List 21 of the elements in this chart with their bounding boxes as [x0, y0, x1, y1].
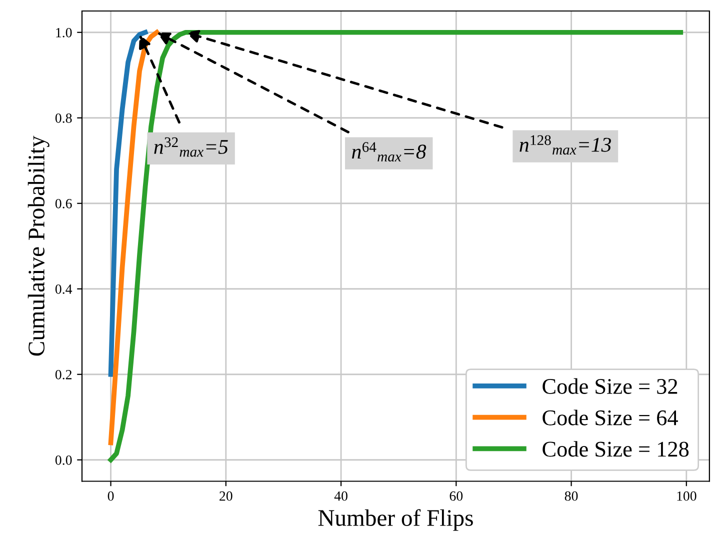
x-axis-title: Number of Flips: [318, 509, 473, 531]
x-tick-label: 80: [564, 491, 578, 501]
legend-label: Code Size = 64: [542, 410, 678, 426]
y-tick-label: 0.2: [55, 370, 72, 380]
annotation: n$^{64}$$_{max}$=8: [352, 142, 426, 162]
x-tick-label: 20: [220, 491, 232, 501]
annotation: n$^{32}$$_{max}$=5: [154, 137, 228, 157]
line-series: [108, 30, 148, 377]
annotation: n$^{128}$$_{max}$=13: [520, 135, 611, 155]
y-tick-label: 1.0: [56, 28, 72, 38]
y-tick-label: 0.8: [55, 113, 72, 123]
y-tick-label: 0.0: [55, 455, 72, 465]
y-tick-label: 0.6: [55, 198, 72, 208]
x-tick-label: 0: [108, 491, 114, 501]
x-tick-label: 40: [334, 491, 348, 501]
x-tick-label: 60: [450, 491, 463, 501]
legend-label: Code Size = 128: [542, 441, 689, 457]
legend-label: Code Size = 32: [542, 378, 678, 394]
x-tick-label: 100: [677, 491, 696, 501]
y-axis-title: Cumulative Probability: [28, 136, 50, 356]
y-tick-label: 0.4: [55, 284, 72, 294]
